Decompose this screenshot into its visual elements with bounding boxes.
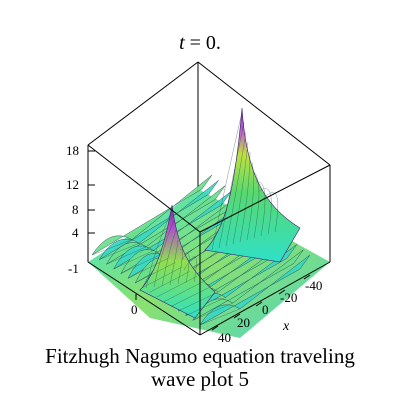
surface-mesh-line	[142, 266, 183, 288]
x-axis: -40 -20 0 20 40 x	[211, 274, 322, 345]
surface-mesh-line	[255, 181, 266, 237]
y-tick-label: 0	[131, 302, 138, 317]
surface-mesh-line	[183, 256, 197, 283]
surface-mesh-line	[177, 248, 183, 285]
surface-mesh-line	[156, 276, 197, 298]
surface-mesh-line	[192, 302, 233, 321]
surface-mesh-line	[239, 151, 251, 243]
z-tick-label: 4	[72, 225, 79, 240]
surface-mesh-line	[171, 286, 212, 307]
z-tick: 4	[72, 225, 95, 240]
surface-mesh-line	[145, 209, 173, 289]
surface	[88, 107, 330, 338]
x-tick-label: 0	[262, 302, 269, 317]
plot-title: t = 0.	[179, 32, 221, 54]
surface-ridge	[98, 180, 219, 260]
surface-mesh-line	[153, 219, 175, 288]
surface-mesh-line	[163, 281, 205, 302]
y-axis: -1 0	[68, 261, 138, 317]
z-tick-label: 8	[72, 202, 79, 217]
box-back-edges	[87, 61, 331, 195]
figure-caption: Fitzhugh Nagumo equation traveling wave …	[0, 345, 400, 391]
z-axis: 18 12 8 4	[66, 143, 95, 240]
x-tick-label: -20	[280, 290, 297, 305]
x-axis-label: x	[282, 319, 290, 334]
surface-mesh-line	[253, 171, 260, 239]
x-tick-label: 40	[218, 330, 231, 345]
surface-ridge	[91, 174, 213, 256]
surface-mesh-line	[91, 239, 133, 256]
surface-ridge	[112, 190, 232, 270]
surface-mesh-line	[149, 271, 190, 293]
surface-mesh-line	[218, 121, 245, 249]
surface-mesh-line	[169, 239, 179, 286]
surface-mesh-line	[257, 188, 272, 235]
z-tick: 12	[66, 177, 95, 192]
surface-mesh-line	[246, 161, 254, 241]
z-tick-label: 12	[66, 177, 79, 192]
surface-mesh-line	[232, 141, 249, 245]
x-tick-label: -40	[305, 278, 322, 293]
surface-mesh-line	[161, 229, 177, 287]
z-tick: 18	[66, 143, 95, 158]
surface-mesh-line	[113, 250, 154, 270]
surface-mesh-line	[199, 308, 241, 326]
surface-mesh-line	[181, 253, 190, 284]
caption-line-2: wave plot 5	[151, 367, 249, 391]
caption-line-1: Fitzhugh Nagumo equation traveling	[45, 344, 355, 368]
surface-mesh	[91, 111, 279, 326]
surface-mesh-line	[259, 192, 279, 233]
surface-mesh-line	[178, 291, 219, 312]
z-tick: 8	[72, 202, 95, 217]
surface-mesh-line	[127, 258, 169, 279]
surface-ridge	[199, 254, 311, 326]
surface-mesh-line	[211, 111, 243, 251]
surface-mesh-line	[135, 262, 176, 284]
box-front-edges	[87, 144, 331, 336]
x-tick-label: 20	[237, 315, 250, 330]
y-tick-label: -1	[68, 261, 79, 276]
surface-mesh-line	[185, 297, 226, 316]
surface-mesh-line	[99, 242, 140, 260]
surface-mesh-line	[225, 131, 247, 247]
surface-mesh-line	[106, 246, 147, 265]
z-tick-label: 18	[66, 143, 79, 158]
